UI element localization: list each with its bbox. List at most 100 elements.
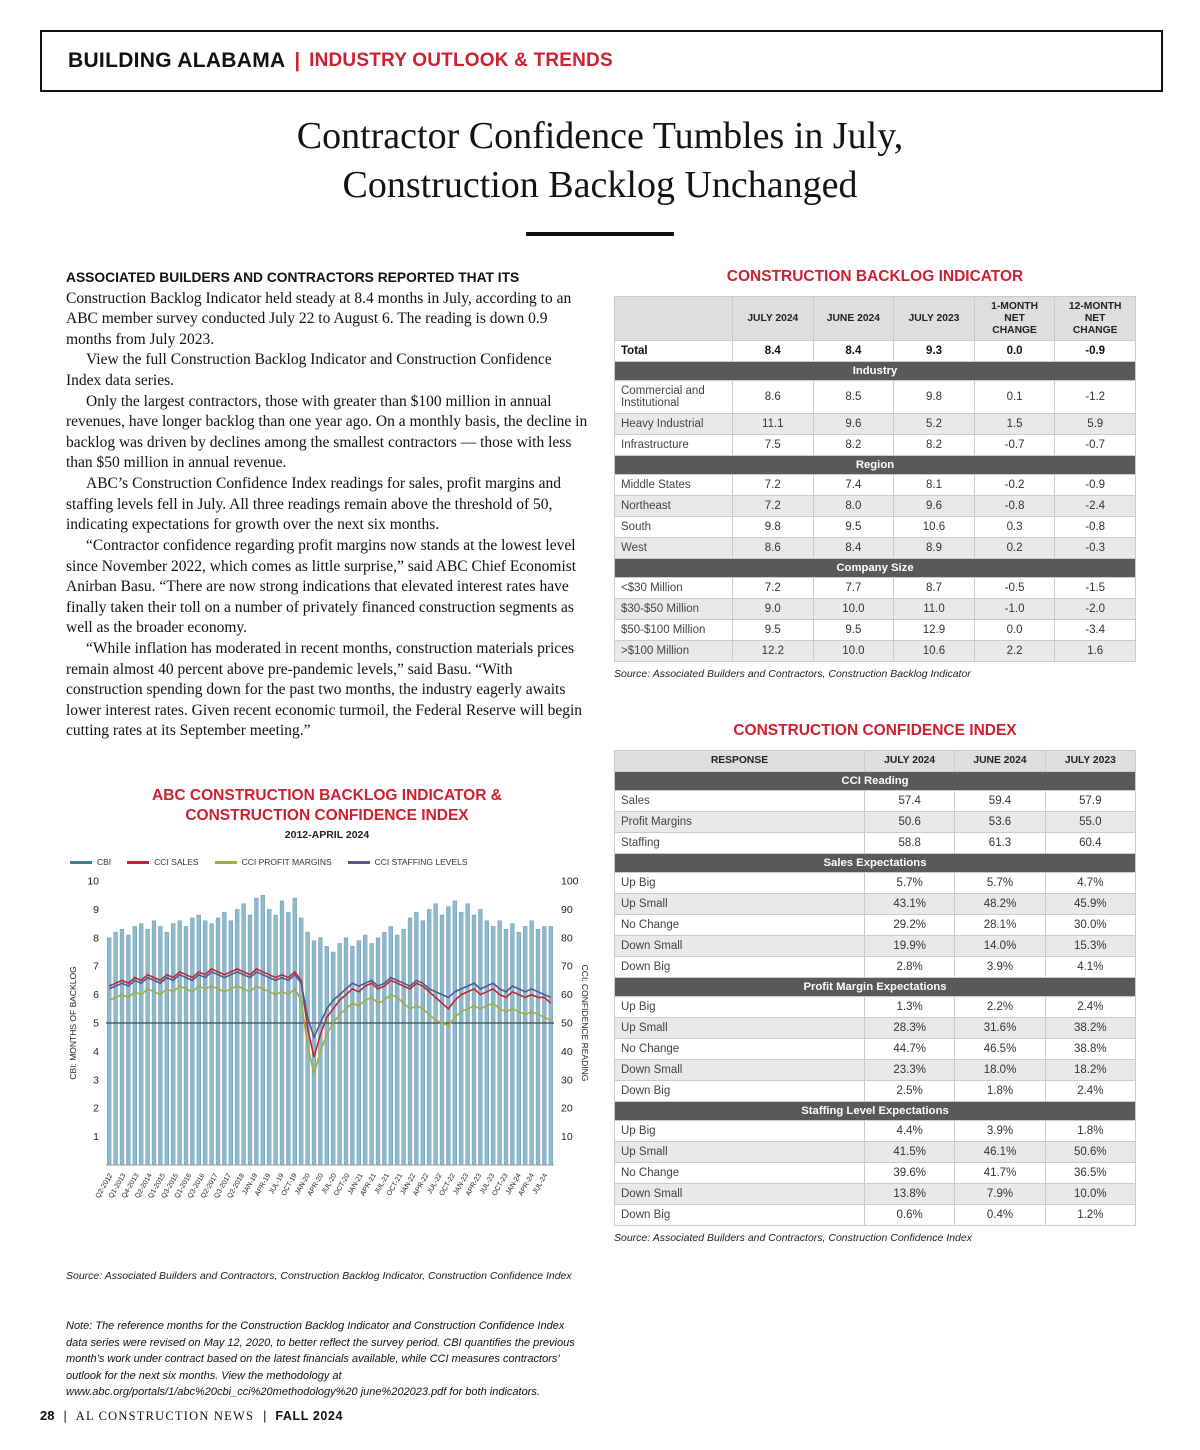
section-header-row: Profit Margin Expectations — [614, 977, 1136, 998]
row-value: 39.6% — [863, 1162, 956, 1185]
header-section: INDUSTRY OUTLOOK & TRENDS — [309, 50, 613, 71]
row-value: -0.2 — [973, 474, 1056, 497]
legend-item: CCI STAFFING LEVELS — [347, 857, 468, 867]
svg-text:80: 80 — [561, 933, 573, 945]
row-value: 10.6 — [893, 640, 975, 663]
row-value: 18.2% — [1044, 1059, 1137, 1082]
row-value: 28.3% — [863, 1017, 956, 1040]
row-value: 44.7% — [863, 1038, 956, 1061]
backlog-table: JULY 2024 JUNE 2024 JULY 2023 1-MONTH NET C… — [614, 295, 1136, 663]
section-header-row: Staffing Level Expectations — [614, 1101, 1136, 1122]
svg-text:50: 50 — [561, 1018, 573, 1030]
column-header: JUNE 2024 — [812, 295, 895, 342]
row-value: 10.0% — [1044, 1183, 1137, 1206]
row-value: 0.0 — [973, 340, 1056, 363]
row-value: 46.1% — [954, 1141, 1046, 1164]
article-paragraph: “While inflation has moderated in recent… — [66, 639, 583, 740]
legend-item: CBI — [70, 857, 111, 867]
row-label: Down Big — [614, 956, 865, 979]
row-label: Down Small — [614, 935, 865, 958]
row-value: 18.0% — [954, 1059, 1046, 1082]
row-value: 5.9 — [1054, 413, 1136, 436]
table-row: $30-$50 Million 9.0 10.0 11.0 -1.0 -2.0 — [614, 598, 1136, 621]
row-value: 8.5 — [812, 380, 895, 415]
row-value: 11.0 — [893, 598, 975, 621]
row-label: Up Big — [614, 1120, 865, 1143]
row-value: 23.3% — [863, 1059, 956, 1082]
row-value: 9.3 — [893, 340, 975, 363]
row-value: 29.2% — [863, 914, 956, 937]
legend-item: CCI SALES — [127, 857, 199, 868]
cci-table-source: Source: Associated Builders and Contract… — [614, 1232, 972, 1245]
table-row: Heavy Industrial 11.1 9.6 5.2 1.5 5.9 — [614, 413, 1136, 436]
section-header-row: CCI Reading — [614, 771, 1136, 792]
section-name: Profit Margin Expectations — [614, 977, 1136, 998]
row-label: Down Small — [614, 1183, 865, 1206]
row-value: 9.5 — [812, 619, 895, 642]
row-value: -1.5 — [1054, 577, 1136, 600]
row-label: Profit Margins — [614, 811, 865, 834]
backlog-table-source: Source: Associated Builders and Contract… — [614, 668, 971, 681]
row-value: 10.6 — [893, 516, 975, 539]
row-value: 3.9% — [954, 956, 1046, 979]
row-label: Heavy Industrial — [614, 413, 733, 436]
column-header: JULY 2024 — [863, 750, 956, 773]
column-header: JULY 2023 — [893, 295, 975, 342]
row-label: Up Small — [614, 1141, 865, 1164]
row-value: 1.3% — [863, 996, 956, 1019]
row-value: 30.0% — [1044, 914, 1137, 937]
section-name: Company Size — [614, 558, 1136, 579]
row-label: No Change — [614, 914, 865, 937]
table-row: Down Big 2.8% 3.9% 4.1% — [614, 956, 1137, 979]
row-label: Sales — [614, 790, 865, 813]
row-value: 7.9% — [954, 1183, 1046, 1206]
svg-text:10: 10 — [561, 1131, 573, 1143]
tables-column: CONSTRUCTION BACKLOG INDICATOR JULY 2024… — [614, 268, 1137, 1412]
row-label: Infrastructure — [614, 434, 733, 457]
row-value: -0.7 — [1054, 434, 1136, 457]
row-value: 3.9% — [954, 1120, 1046, 1143]
table-row: No Change 44.7% 46.5% 38.8% — [614, 1038, 1137, 1061]
article-paragraph: ASSOCIATED BUILDERS AND CONTRACTORS REPO… — [66, 268, 588, 350]
row-value: 1.8% — [954, 1080, 1046, 1103]
svg-text:5: 5 — [93, 1018, 99, 1030]
row-label: South — [614, 516, 733, 539]
table-row: Up Small 28.3% 31.6% 38.2% — [614, 1017, 1137, 1040]
row-value: 8.7 — [893, 577, 975, 600]
page-header: BUILDING ALABAMA | INDUSTRY OUTLOOK & TR… — [40, 30, 1163, 92]
chart-title: ABC CONSTRUCTION BACKLOG INDICATOR & CONS… — [66, 786, 588, 826]
row-value: 13.8% — [863, 1183, 956, 1206]
row-value: 8.4 — [812, 537, 895, 560]
footer-issue: FALL 2024 — [275, 1409, 344, 1423]
column-header: RESPONSE — [614, 750, 865, 773]
table-row: >$100 Million 12.2 10.0 10.6 2.2 1.6 — [614, 640, 1136, 663]
row-value: 58.8 — [863, 832, 956, 855]
row-value: -0.3 — [1054, 537, 1136, 560]
row-label: Staffing — [614, 832, 865, 855]
table-row: No Change 39.6% 41.7% 36.5% — [614, 1162, 1137, 1185]
methodology-note: Note: The reference months for the Const… — [66, 1320, 575, 1399]
row-value: 0.4% — [954, 1204, 1046, 1227]
row-label: Up Big — [614, 996, 865, 1019]
legend-label: CCI SALES — [154, 857, 199, 868]
row-value: 2.4% — [1044, 1080, 1137, 1103]
chart-title-line1: ABC CONSTRUCTION BACKLOG INDICATOR & — [152, 787, 502, 805]
column-header: 1-MONTH NET CHANGE — [973, 295, 1056, 342]
column-header: JULY 2024 — [732, 295, 814, 342]
row-value: 0.0 — [973, 619, 1056, 642]
svg-text:20: 20 — [561, 1103, 573, 1115]
row-value: 5.7% — [954, 872, 1046, 895]
row-value: 43.1% — [863, 893, 956, 916]
svg-text:3: 3 — [93, 1075, 99, 1087]
row-value: -0.9 — [1054, 340, 1136, 363]
legend-swatch — [347, 860, 370, 864]
row-label: No Change — [614, 1162, 865, 1185]
table-row: <$30 Million 7.2 7.7 8.7 -0.5 -1.5 — [614, 577, 1136, 600]
row-value: 60.4 — [1044, 832, 1137, 855]
row-value: 8.4 — [812, 340, 895, 363]
row-value: 2.2% — [954, 996, 1046, 1019]
row-value: 57.4 — [863, 790, 956, 813]
table-row: Sales 57.4 59.4 57.9 — [614, 790, 1137, 813]
article-paragraph: View the full Construction Backlog Indic… — [66, 351, 552, 390]
article-paragraph: “Contractor confidence regarding profit … — [66, 536, 577, 637]
